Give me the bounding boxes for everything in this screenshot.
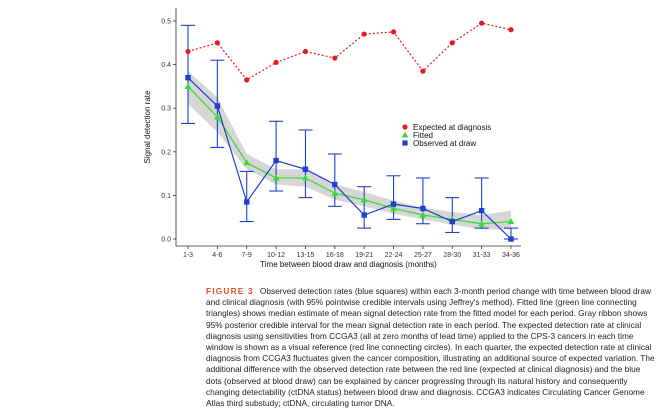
- expected-point: [390, 29, 397, 35]
- x-tick-label: 4-6: [212, 252, 222, 259]
- error-bar: [327, 153, 342, 207]
- x-axis-title: Time between blood draw and diagnosis (m…: [260, 260, 437, 269]
- legend-fitted-swatch: [401, 131, 409, 138]
- credible-ribbon: [188, 71, 511, 230]
- x-tick-label: 31-33: [473, 252, 491, 259]
- y-axis-title: Signal detection rate: [143, 90, 152, 163]
- fitted-point: [302, 174, 309, 181]
- x-tick-label: 1-3: [183, 252, 193, 259]
- fitted-point: [184, 83, 192, 89]
- fitted-point: [390, 205, 397, 212]
- y-tick-label: 0.5: [161, 19, 171, 26]
- x-tick-label: 34-36: [502, 252, 520, 259]
- observed-point: [273, 157, 279, 164]
- fitted-point: [478, 220, 486, 227]
- expected-line: [187, 22, 512, 81]
- fitted-point: [419, 211, 427, 218]
- observed-point: [244, 199, 250, 205]
- observed-point: [508, 236, 514, 242]
- fitted-point: [360, 196, 368, 203]
- expected-point: [244, 77, 250, 83]
- y-tick-label: 0.1: [161, 193, 171, 200]
- legend-label: Fitted: [413, 131, 433, 140]
- expected-point: [420, 68, 426, 74]
- legend-label: Observed at draw: [413, 139, 476, 148]
- expected-point: [361, 31, 367, 37]
- error-bar: [298, 129, 313, 199]
- y-tick-label: 0.3: [161, 106, 171, 113]
- expected-point: [332, 55, 338, 61]
- observed-point: [302, 166, 309, 172]
- fitted-point: [272, 174, 280, 181]
- figure-caption: FIGURE 3 Observed detection rates (blue s…: [206, 286, 656, 409]
- x-tick-label: 7-9: [242, 252, 252, 259]
- expected-point: [449, 40, 455, 46]
- expected-point: [273, 59, 279, 66]
- figure-chart: 0.0 0.1 0.2 0.3 0.4 0.5 1-3 4-6 7-9 10-12 13-15 16-…: [143, 8, 521, 269]
- observed-point: [449, 218, 455, 225]
- legend-label: Expected at diagnosis: [413, 123, 491, 132]
- error-bar: [239, 170, 254, 223]
- x-tick-label: 19-21: [355, 252, 373, 259]
- observed-point: [478, 207, 485, 214]
- x-tick-label: 10-12: [267, 252, 285, 259]
- y-tick-label: 0.2: [161, 149, 171, 156]
- caption-text: Observed detection rates (blue squares) …: [206, 286, 655, 409]
- expected-point: [479, 20, 485, 26]
- x-tick-label: 16-18: [326, 252, 344, 259]
- observed-line: [187, 77, 512, 240]
- error-bar: [357, 186, 372, 229]
- x-tick-label: 28-30: [443, 252, 461, 259]
- observed-point: [185, 74, 191, 81]
- chart-canvas: 0.0 0.1 0.2 0.3 0.4 0.5 1-3 4-6 7-9 10-12 13-15 16-…: [143, 8, 521, 269]
- error-bar: [386, 175, 401, 220]
- x-tick-label: 25-27: [414, 252, 432, 259]
- x-tick-label: 13-15: [297, 252, 315, 259]
- expected-point: [508, 27, 514, 33]
- expected-point: [185, 48, 191, 55]
- figure-label: FIGURE 3: [206, 286, 254, 296]
- y-tick-label: 0.0: [161, 237, 171, 244]
- error-bar: [445, 197, 460, 234]
- observed-point: [420, 205, 426, 212]
- expected-point: [302, 48, 309, 55]
- observed-point: [390, 201, 397, 207]
- fitted-point: [507, 218, 515, 225]
- observed-point: [332, 181, 338, 188]
- observed-point: [214, 103, 221, 109]
- fitted-point: [331, 189, 339, 196]
- error-bar: [181, 24, 195, 125]
- legend-expected-swatch: [402, 124, 408, 130]
- fitted-point: [213, 113, 221, 120]
- legend-observed-swatch: [402, 140, 408, 146]
- expected-point: [214, 40, 220, 46]
- y-tick-label: 0.4: [161, 62, 171, 69]
- observed-point: [361, 212, 367, 218]
- x-tick-label: 22-24: [385, 252, 403, 259]
- fitted-point: [243, 159, 251, 166]
- error-bar: [474, 177, 489, 229]
